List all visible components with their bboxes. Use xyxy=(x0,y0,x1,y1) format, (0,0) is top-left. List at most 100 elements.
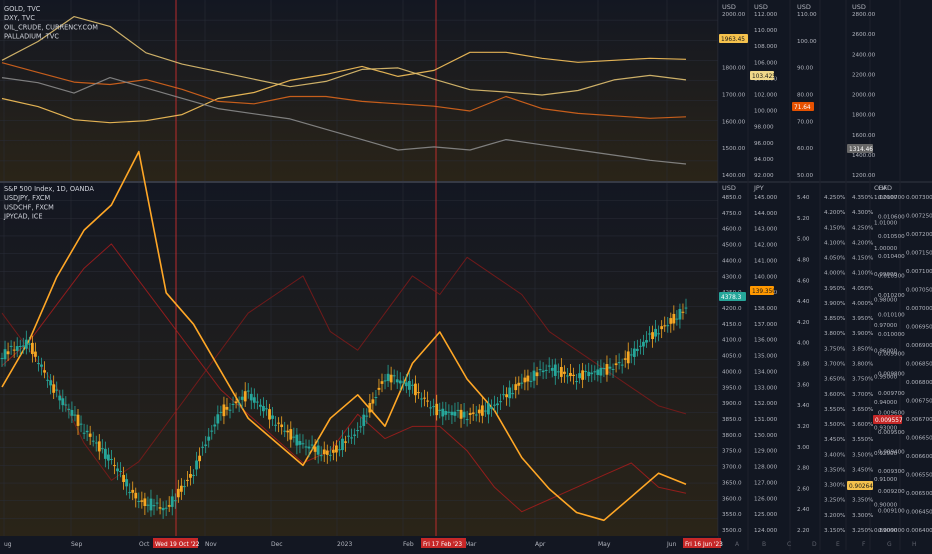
candle-body[interactable] xyxy=(465,419,469,421)
candle-body[interactable] xyxy=(280,424,284,428)
candle-body[interactable] xyxy=(85,430,89,433)
candle-body[interactable] xyxy=(249,393,253,401)
candle-body[interactable] xyxy=(453,411,457,416)
candle-body[interactable] xyxy=(502,394,505,396)
candle-body[interactable] xyxy=(487,403,490,415)
candle-body[interactable] xyxy=(0,357,4,359)
candle-body[interactable] xyxy=(24,339,28,349)
candle-body[interactable] xyxy=(137,500,141,502)
candle-body[interactable] xyxy=(480,405,484,416)
candle-body[interactable] xyxy=(73,414,77,416)
candle-body[interactable] xyxy=(94,442,98,444)
candle-body[interactable] xyxy=(447,411,451,413)
candle-body[interactable] xyxy=(179,485,183,492)
candle-body[interactable] xyxy=(377,387,381,390)
candle-body[interactable] xyxy=(31,342,34,355)
candle-body[interactable] xyxy=(374,396,378,398)
candle-body[interactable] xyxy=(468,413,472,416)
candle-body[interactable] xyxy=(629,354,633,356)
candle-body[interactable] xyxy=(632,348,636,357)
candle-body[interactable] xyxy=(143,498,147,507)
candle-body[interactable] xyxy=(411,384,414,386)
candle-body[interactable] xyxy=(681,311,685,313)
candle-body[interactable] xyxy=(55,389,59,391)
candle-body[interactable] xyxy=(371,399,375,404)
candle-body[interactable] xyxy=(359,426,363,428)
candle-body[interactable] xyxy=(122,474,125,482)
candle-body[interactable] xyxy=(110,458,113,460)
candle-body[interactable] xyxy=(186,479,189,481)
candle-body[interactable] xyxy=(611,368,615,370)
candle-body[interactable] xyxy=(338,449,341,451)
candle-body[interactable] xyxy=(499,401,502,403)
candle-body[interactable] xyxy=(365,415,369,417)
candle-body[interactable] xyxy=(304,446,308,448)
candle-body[interactable] xyxy=(493,404,496,406)
candle-body[interactable] xyxy=(426,400,429,402)
candle-body[interactable] xyxy=(9,345,13,347)
candle-body[interactable] xyxy=(645,340,648,343)
candle-body[interactable] xyxy=(672,313,676,324)
candle-body[interactable] xyxy=(642,341,645,347)
candle-body[interactable] xyxy=(268,409,271,420)
candle-body[interactable] xyxy=(43,370,46,373)
candle-body[interactable] xyxy=(234,401,238,404)
candle-body[interactable] xyxy=(49,380,53,386)
candle-body[interactable] xyxy=(669,318,673,324)
candle-body[interactable] xyxy=(70,409,74,416)
axis-footer-letter[interactable]: B xyxy=(762,541,766,548)
candle-body[interactable] xyxy=(176,488,180,498)
candle-body[interactable] xyxy=(228,409,232,411)
candle-body[interactable] xyxy=(505,394,509,398)
candle-body[interactable] xyxy=(219,411,223,413)
axis-footer-letter[interactable]: H xyxy=(912,541,917,548)
candle-body[interactable] xyxy=(684,307,688,309)
candle-body[interactable] xyxy=(201,446,205,448)
candle-body[interactable] xyxy=(423,397,426,399)
candle-body[interactable] xyxy=(100,448,104,450)
candle-body[interactable] xyxy=(608,366,612,369)
time-axis[interactable]: ug Sep Oct Nov Dec 2023 Feb Mar Apr May Jun Wed 19 … xyxy=(0,536,917,550)
candle-body[interactable] xyxy=(602,368,606,370)
candle-body[interactable] xyxy=(271,415,274,419)
candle-body[interactable] xyxy=(3,349,7,360)
candle-body[interactable] xyxy=(605,364,609,375)
candle-body[interactable] xyxy=(173,500,177,502)
candle-body[interactable] xyxy=(170,496,174,507)
candle-body[interactable] xyxy=(319,455,323,457)
candle-body[interactable] xyxy=(298,441,302,445)
candle-body[interactable] xyxy=(262,405,265,412)
candle-body[interactable] xyxy=(617,362,621,364)
candle-body[interactable] xyxy=(328,454,332,456)
candle-body[interactable] xyxy=(259,404,262,407)
candle-body[interactable] xyxy=(414,383,417,396)
candle-body[interactable] xyxy=(663,325,667,327)
candle-body[interactable] xyxy=(189,474,192,478)
candle-body[interactable] xyxy=(596,369,600,375)
candle-body[interactable] xyxy=(116,468,119,472)
candle-body[interactable] xyxy=(398,380,402,384)
candle-body[interactable] xyxy=(660,326,664,330)
candle-body[interactable] xyxy=(538,369,542,371)
axis-footer-letter[interactable]: E xyxy=(836,541,840,548)
candle-body[interactable] xyxy=(18,345,22,347)
candle-body[interactable] xyxy=(310,444,314,446)
candle-body[interactable] xyxy=(52,384,56,393)
candle-body[interactable] xyxy=(113,465,116,467)
candle-body[interactable] xyxy=(523,377,527,383)
candle-body[interactable] xyxy=(566,375,569,377)
candle-body[interactable] xyxy=(456,409,460,411)
candle-body[interactable] xyxy=(341,438,344,451)
candle-body[interactable] xyxy=(164,507,168,509)
candle-body[interactable] xyxy=(216,414,220,424)
candle-body[interactable] xyxy=(252,397,256,403)
candle-body[interactable] xyxy=(520,382,524,384)
candle-body[interactable] xyxy=(88,433,92,437)
candle-body[interactable] xyxy=(37,363,40,365)
axis-footer-letter[interactable]: F xyxy=(862,541,866,548)
candle-body[interactable] xyxy=(420,398,423,400)
candle-body[interactable] xyxy=(125,479,129,487)
candle-body[interactable] xyxy=(450,411,454,416)
candle-body[interactable] xyxy=(344,441,347,443)
candle-body[interactable] xyxy=(12,349,16,351)
